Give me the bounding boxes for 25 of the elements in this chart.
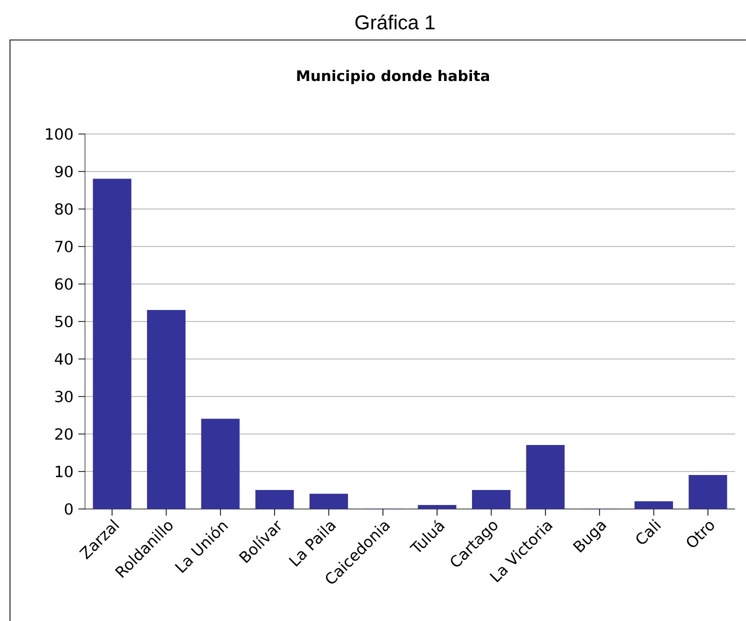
x-tick-label: Otro [686,522,714,548]
bar [147,310,186,509]
y-tick-label: 40 [54,353,73,365]
bar [255,490,294,509]
bar [418,504,456,509]
bar [526,444,565,509]
bar [688,474,728,509]
y-tick-label: 80 [55,203,73,215]
y-tick-label: 100 [46,128,73,140]
y-tick-label: 90 [55,166,73,178]
x-tick-label: Cali [636,518,661,544]
bar [634,501,673,509]
y-tick-label: 20 [55,428,73,440]
y-tick-label: 30 [55,390,73,402]
y-tick-label: 60 [55,278,73,290]
y-tick-label: 50 [55,316,73,328]
bar [310,494,348,509]
chart-title: Municipio donde habita [297,70,490,84]
bar [92,178,132,509]
bar [472,490,510,509]
y-tick-label: 70 [55,240,73,252]
bar [201,418,240,509]
y-tick-label: 10 [56,466,73,478]
y-tick-label: 0 [64,503,73,515]
text: Gráfica 1 [355,14,435,30]
